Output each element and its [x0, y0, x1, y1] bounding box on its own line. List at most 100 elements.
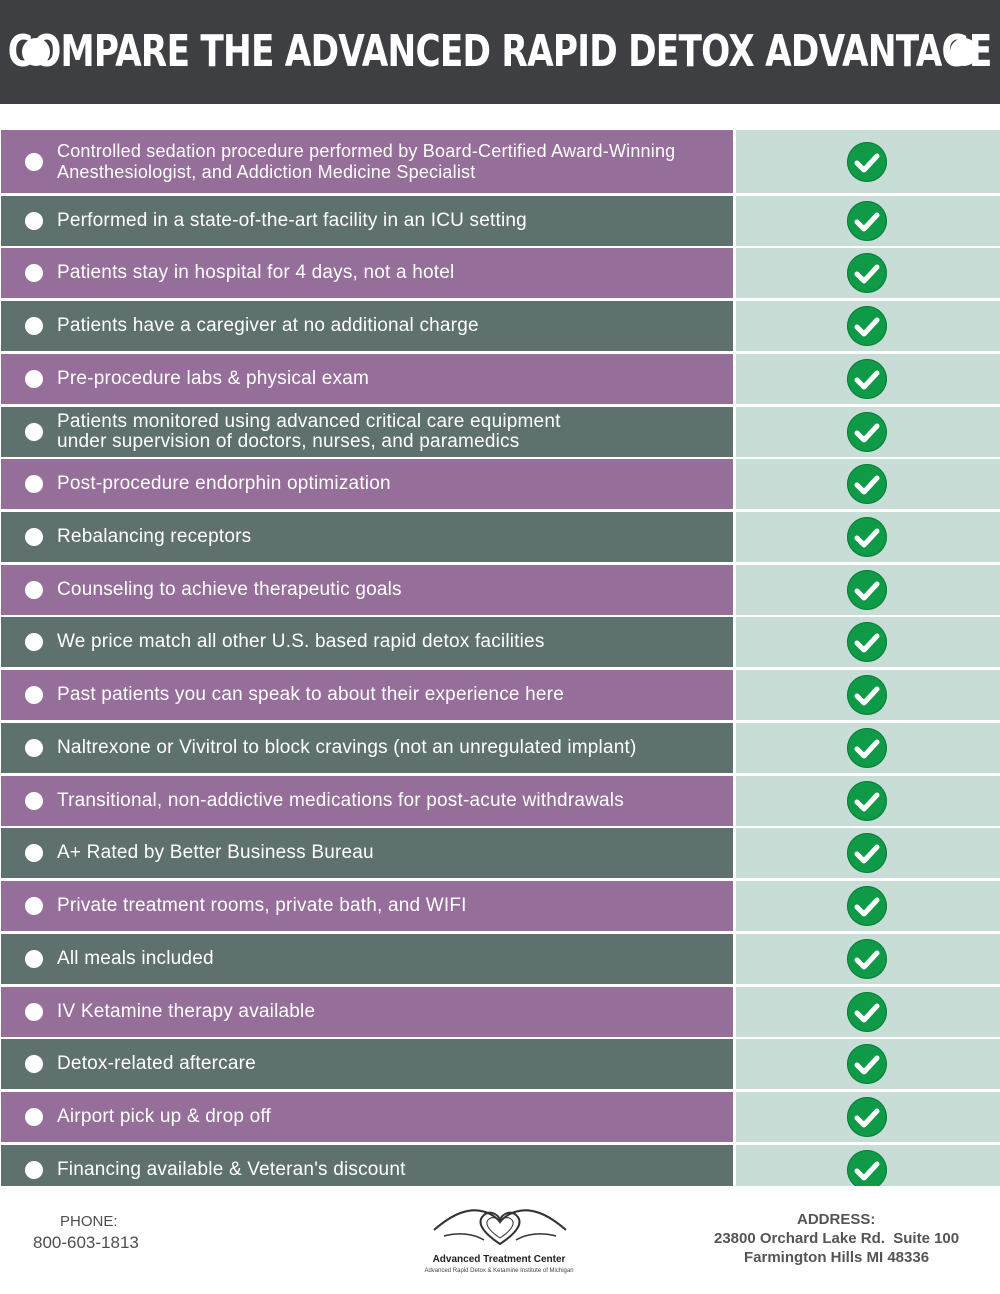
feature-label-cell: Patients stay in hospital for 4 days, no…	[1, 248, 733, 299]
green-checkmark-icon	[847, 886, 887, 927]
feature-text: Counseling to achieve therapeutic goals	[57, 578, 402, 600]
green-checkmark-icon	[847, 1044, 887, 1085]
feature-label-cell: Performed in a state-of-the-art facility…	[1, 195, 733, 246]
bullet-dot-icon	[25, 211, 43, 230]
green-checkmark-icon	[847, 306, 887, 347]
footer: PHONE: 800-603-1813 Advanced Treatment C…	[0, 1186, 1000, 1294]
feature-text: A+ Rated by Better Business Bureau	[57, 842, 374, 864]
check-cell	[736, 301, 1000, 352]
phone-number[interactable]: 800-603-1813	[33, 1233, 139, 1252]
check-cell	[736, 722, 1000, 773]
address-line-1: 23800 Orchard Lake Rd. Suite 100	[714, 1230, 960, 1247]
check-cell	[736, 933, 1000, 984]
check-cell	[736, 617, 1000, 668]
bullet-dot-icon	[25, 422, 43, 441]
green-checkmark-icon	[847, 622, 887, 663]
address-line-2: Farmington Hills MI 48336	[744, 1249, 930, 1266]
bullet-dot-icon	[25, 317, 43, 336]
feature-label-cell: Rebalancing receptors	[1, 512, 733, 563]
bullet-dot-icon	[25, 686, 43, 705]
feature-label-cell: A+ Rated by Better Business Bureau	[1, 828, 733, 879]
feature-row: Airport pick up & drop off	[0, 1091, 1000, 1142]
heart-hands-logo-icon	[433, 1209, 567, 1246]
feature-row: Counseling to achieve therapeutic goals	[0, 564, 1000, 615]
feature-text: Airport pick up & drop off	[57, 1105, 271, 1127]
phone-label: PHONE:	[60, 1213, 118, 1230]
feature-row: Transitional, non-addictive medications …	[0, 775, 1000, 826]
bullet-dot-icon	[25, 791, 43, 810]
feature-text: Pre-procedure labs & physical exam	[57, 367, 369, 389]
page-header: COMPARE THE ADVANCED RAPID DETOX ADVANTA…	[0, 0, 1000, 104]
check-cell	[736, 195, 1000, 246]
feature-label-cell: Controlled sedation procedure performed …	[1, 130, 733, 193]
feature-row: Naltrexone or Vivitrol to block cravings…	[0, 722, 1000, 773]
logo-name: Advanced Treatment Center	[432, 1254, 566, 1265]
bullet-dot-icon	[25, 897, 43, 916]
green-checkmark-icon	[847, 253, 887, 294]
check-cell	[736, 1091, 1000, 1142]
check-cell	[736, 881, 1000, 932]
feature-row: Detox-related aftercare	[0, 1039, 1000, 1090]
address-label: ADDRESS:	[797, 1211, 876, 1228]
green-checkmark-icon	[847, 358, 887, 399]
feature-text: All meals included	[57, 947, 214, 969]
feature-label-cell: Pre-procedure labs & physical exam	[1, 353, 733, 404]
feature-row: Private treatment rooms, private bath, a…	[0, 881, 1000, 932]
feature-label-cell: Past patients you can speak to about the…	[1, 670, 733, 721]
bullet-dot-icon	[25, 1107, 43, 1126]
company-logo: Advanced Treatment Center Advanced Rapid…	[400, 1196, 600, 1291]
feature-row: Rebalancing receptors	[0, 512, 1000, 563]
feature-text: Controlled sedation procedure performed …	[57, 140, 676, 182]
feature-label-cell: Private treatment rooms, private bath, a…	[1, 881, 733, 932]
bullet-dot-icon	[25, 1055, 43, 1074]
feature-text: Patients have a caregiver at no addition…	[57, 315, 479, 337]
feature-row: Patients have a caregiver at no addition…	[0, 301, 1000, 352]
feature-text: Patients monitored using advanced critic…	[57, 410, 561, 452]
bullet-dot-icon	[25, 738, 43, 757]
green-checkmark-icon	[847, 517, 887, 558]
bullet-dot-icon	[25, 528, 43, 547]
bullet-dot-icon	[25, 152, 43, 171]
feature-row: Patients monitored using advanced critic…	[0, 406, 1000, 457]
feature-row: Pre-procedure labs & physical exam	[0, 353, 1000, 404]
feature-text: IV Ketamine therapy available	[57, 1000, 316, 1022]
check-cell	[736, 406, 1000, 457]
feature-row: Performed in a state-of-the-art facility…	[0, 195, 1000, 246]
bullet-dot-icon	[25, 633, 43, 652]
feature-label-cell: Naltrexone or Vivitrol to block cravings…	[1, 722, 733, 773]
green-checkmark-icon	[847, 141, 887, 182]
feature-row: Past patients you can speak to about the…	[0, 670, 1000, 721]
green-checkmark-icon	[847, 780, 887, 821]
green-checkmark-icon	[847, 1096, 887, 1137]
check-cell	[736, 353, 1000, 404]
green-checkmark-icon	[847, 833, 887, 874]
bullet-dot-icon	[25, 580, 43, 599]
feature-row: IV Ketamine therapy available	[0, 986, 1000, 1037]
bullet-dot-icon	[25, 844, 43, 863]
bullet-dot-icon	[25, 1002, 43, 1021]
bullet-dot-icon	[25, 475, 43, 494]
bullet-dot-icon	[25, 949, 43, 968]
feature-text: Post-procedure endorphin optimization	[57, 473, 391, 495]
green-checkmark-icon	[847, 675, 887, 716]
green-checkmark-icon	[847, 727, 887, 768]
green-checkmark-icon	[847, 1149, 887, 1190]
feature-row: A+ Rated by Better Business Bureau	[0, 828, 1000, 879]
check-cell	[736, 459, 1000, 510]
green-checkmark-icon	[847, 411, 887, 452]
feature-label-cell: Patients monitored using advanced critic…	[1, 406, 733, 457]
feature-label-cell: Patients have a caregiver at no addition…	[1, 301, 733, 352]
green-checkmark-icon	[847, 569, 887, 610]
header-bullet-left-icon	[22, 38, 50, 66]
feature-row: Post-procedure endorphin optimization	[0, 459, 1000, 510]
green-checkmark-icon	[847, 200, 887, 241]
header-bullet-right-icon	[950, 38, 978, 66]
green-checkmark-icon	[847, 991, 887, 1032]
bullet-dot-icon	[25, 264, 43, 283]
check-cell	[736, 775, 1000, 826]
feature-text: Transitional, non-addictive medications …	[57, 789, 624, 811]
feature-label-cell: Post-procedure endorphin optimization	[1, 459, 733, 510]
page-title: COMPARE THE ADVANCED RAPID DETOX ADVANTA…	[8, 26, 993, 77]
check-cell	[736, 828, 1000, 879]
feature-label-cell: Counseling to achieve therapeutic goals	[1, 564, 733, 615]
